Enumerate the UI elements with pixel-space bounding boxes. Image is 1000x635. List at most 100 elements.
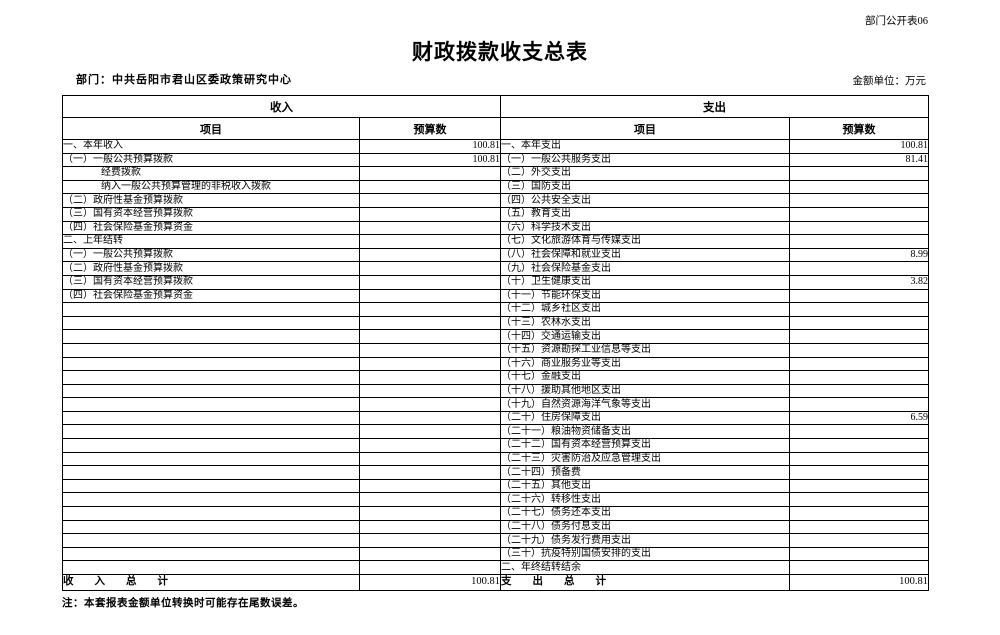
unit-label: 金额单位：万元	[852, 76, 927, 87]
table-body: 一、本年收入 100.81 一、本年支出 100.81 （一）一般公共预算拨款 100.8…	[62, 139, 929, 575]
expense-item-cell: （四）公共安全支出	[500, 193, 790, 208]
income-item-cell: （二）政府性基金预算拨款	[62, 193, 360, 208]
income-item-cell	[62, 560, 360, 575]
expense-item-cell: （十三）农林水支出	[500, 315, 790, 331]
expense-budget-cell: 81.41	[789, 152, 929, 168]
income-total-label: 收 入 总 计	[62, 574, 360, 591]
income-item-cell	[62, 302, 360, 317]
income-budget-cell: 100.81	[359, 139, 501, 154]
income-item-cell	[62, 397, 360, 412]
expense-item-cell: （三十）抗疫特别国债安排的支出	[500, 546, 790, 562]
table-row: （十七）金融支出	[62, 370, 929, 385]
income-item-cell	[62, 410, 360, 426]
expense-item-cell: 二、年终结转结余	[500, 560, 790, 575]
expense-item-cell: （六）科学技术支出	[500, 220, 790, 236]
income-total-value: 100.81	[359, 574, 501, 591]
expense-item-cell: （一）一般公共服务支出	[500, 152, 790, 168]
table-row: （二十六）转移性支出	[62, 492, 929, 508]
table-row: （一）一般公共预算拨款 （八）社会保障和就业支出 8.99	[62, 247, 929, 263]
income-item-cell	[62, 451, 360, 467]
table-row: （三）国有资本经营预算拨款 （十）卫生健康支出 3.82	[62, 274, 929, 290]
expense-item-cell: （二十）住房保障支出	[500, 410, 790, 426]
income-item-cell	[62, 478, 360, 494]
income-budget-cell	[359, 451, 501, 467]
table-row: （二十九）债务发行费用支出	[62, 533, 929, 548]
income-item-cell	[62, 370, 360, 385]
expense-item-cell: （二十三）灾害防治及应急管理支出	[500, 451, 790, 467]
income-budget-cell	[359, 465, 501, 480]
income-item-cell	[62, 519, 360, 535]
expense-item-cell: （二十九）债务发行费用支出	[500, 533, 790, 548]
expense-budget-cell	[789, 451, 929, 467]
table-row: （十二）城乡社区支出	[62, 302, 929, 317]
income-section-header: 收入	[62, 95, 501, 118]
expense-budget-cell	[789, 302, 929, 317]
income-item-cell: （二）政府性基金预算拨款	[62, 261, 360, 276]
table-row: 二、年终结转结余	[62, 560, 929, 575]
income-budget-cell	[359, 302, 501, 317]
table-row: 一、本年收入 100.81 一、本年支出 100.81	[62, 139, 929, 154]
expense-budget-cell	[789, 465, 929, 480]
meta-row: 部门：中共岳阳市君山区委政策研究中心 金额单位：万元	[62, 71, 928, 87]
table-row: （二十四）预备费	[62, 465, 929, 480]
table-row: （十九）自然资源海洋气象等支出	[62, 397, 929, 412]
income-budget-cell	[359, 274, 501, 290]
income-item-cell	[62, 465, 360, 480]
expense-item-cell: （十一）节能环保支出	[500, 288, 790, 304]
table-row: （二十）住房保障支出 6.59	[62, 410, 929, 426]
expense-budget-cell	[789, 193, 929, 208]
table-row: （二十二）国有资本经营预算支出	[62, 438, 929, 453]
footnote: 注：本套报表金额单位转换时可能存在尾数误差。	[62, 598, 304, 609]
table-row: （二）政府性基金预算拨款 （九）社会保险基金支出	[62, 261, 929, 276]
income-budget-cell	[359, 356, 501, 372]
income-budget-cell	[359, 342, 501, 358]
income-item-cell: 纳入一般公共预算管理的非税收入拨款	[62, 179, 360, 195]
income-item-cell: （一）一般公共预算拨款	[62, 247, 360, 263]
income-budget-cell	[359, 220, 501, 236]
expense-budget-cell	[789, 478, 929, 494]
expense-item-cell: （二十一）粮油物资储备支出	[500, 424, 790, 440]
table-row: （三）国有资本经营预算拨款 （五）教育支出	[62, 206, 929, 222]
table-row: 经费拨款 （二）外交支出	[62, 166, 929, 181]
income-item-cell	[62, 492, 360, 508]
income-budget-cell	[359, 193, 501, 208]
table-row: （二十三）灾害防治及应急管理支出	[62, 451, 929, 467]
income-budget-cell	[359, 370, 501, 385]
table-row: 二、上年结转 （七）文化旅游体育与传媒支出	[62, 234, 929, 249]
expense-budget-cell	[789, 166, 929, 181]
table-row: 纳入一般公共预算管理的非税收入拨款 （三）国防支出	[62, 179, 929, 195]
income-item-cell	[62, 342, 360, 358]
expense-budget-cell	[789, 546, 929, 562]
table-row: （四）社会保险基金预算资金 （六）科学技术支出	[62, 220, 929, 236]
expense-total-value: 100.81	[789, 574, 929, 591]
expense-budget-cell: 100.81	[789, 139, 929, 154]
income-item-cell	[62, 506, 360, 521]
table-row: （三十）抗疫特别国债安排的支出	[62, 546, 929, 562]
expense-budget-cell	[789, 356, 929, 372]
income-budget-cell	[359, 410, 501, 426]
table-row: （十三）农林水支出	[62, 315, 929, 331]
expense-budget-cell	[789, 206, 929, 222]
income-item-cell	[62, 383, 360, 399]
income-budget-cell	[359, 533, 501, 548]
income-budget-cell	[359, 424, 501, 440]
expense-item-cell: （七）文化旅游体育与传媒支出	[500, 234, 790, 249]
income-item-cell	[62, 438, 360, 453]
expense-item-cell: （五）教育支出	[500, 206, 790, 222]
income-item-cell	[62, 315, 360, 331]
income-budget-cell	[359, 166, 501, 181]
expense-budget-cell	[789, 370, 929, 385]
table-row: （十四）交通运输支出	[62, 329, 929, 344]
income-budget-cell	[359, 234, 501, 249]
income-item-cell	[62, 546, 360, 562]
expense-budget-cell	[789, 329, 929, 344]
expense-budget-cell	[789, 560, 929, 575]
table-row: （二十七）债务还本支出	[62, 506, 929, 521]
expense-item-cell: （十九）自然资源海洋气象等支出	[500, 397, 790, 412]
income-budget-cell	[359, 560, 501, 575]
income-item-cell: 一、本年收入	[62, 139, 360, 154]
expense-item-cell: （二十四）预备费	[500, 465, 790, 480]
income-item-cell	[62, 533, 360, 548]
expense-budget-cell	[789, 506, 929, 521]
expense-budget-cell	[789, 315, 929, 331]
